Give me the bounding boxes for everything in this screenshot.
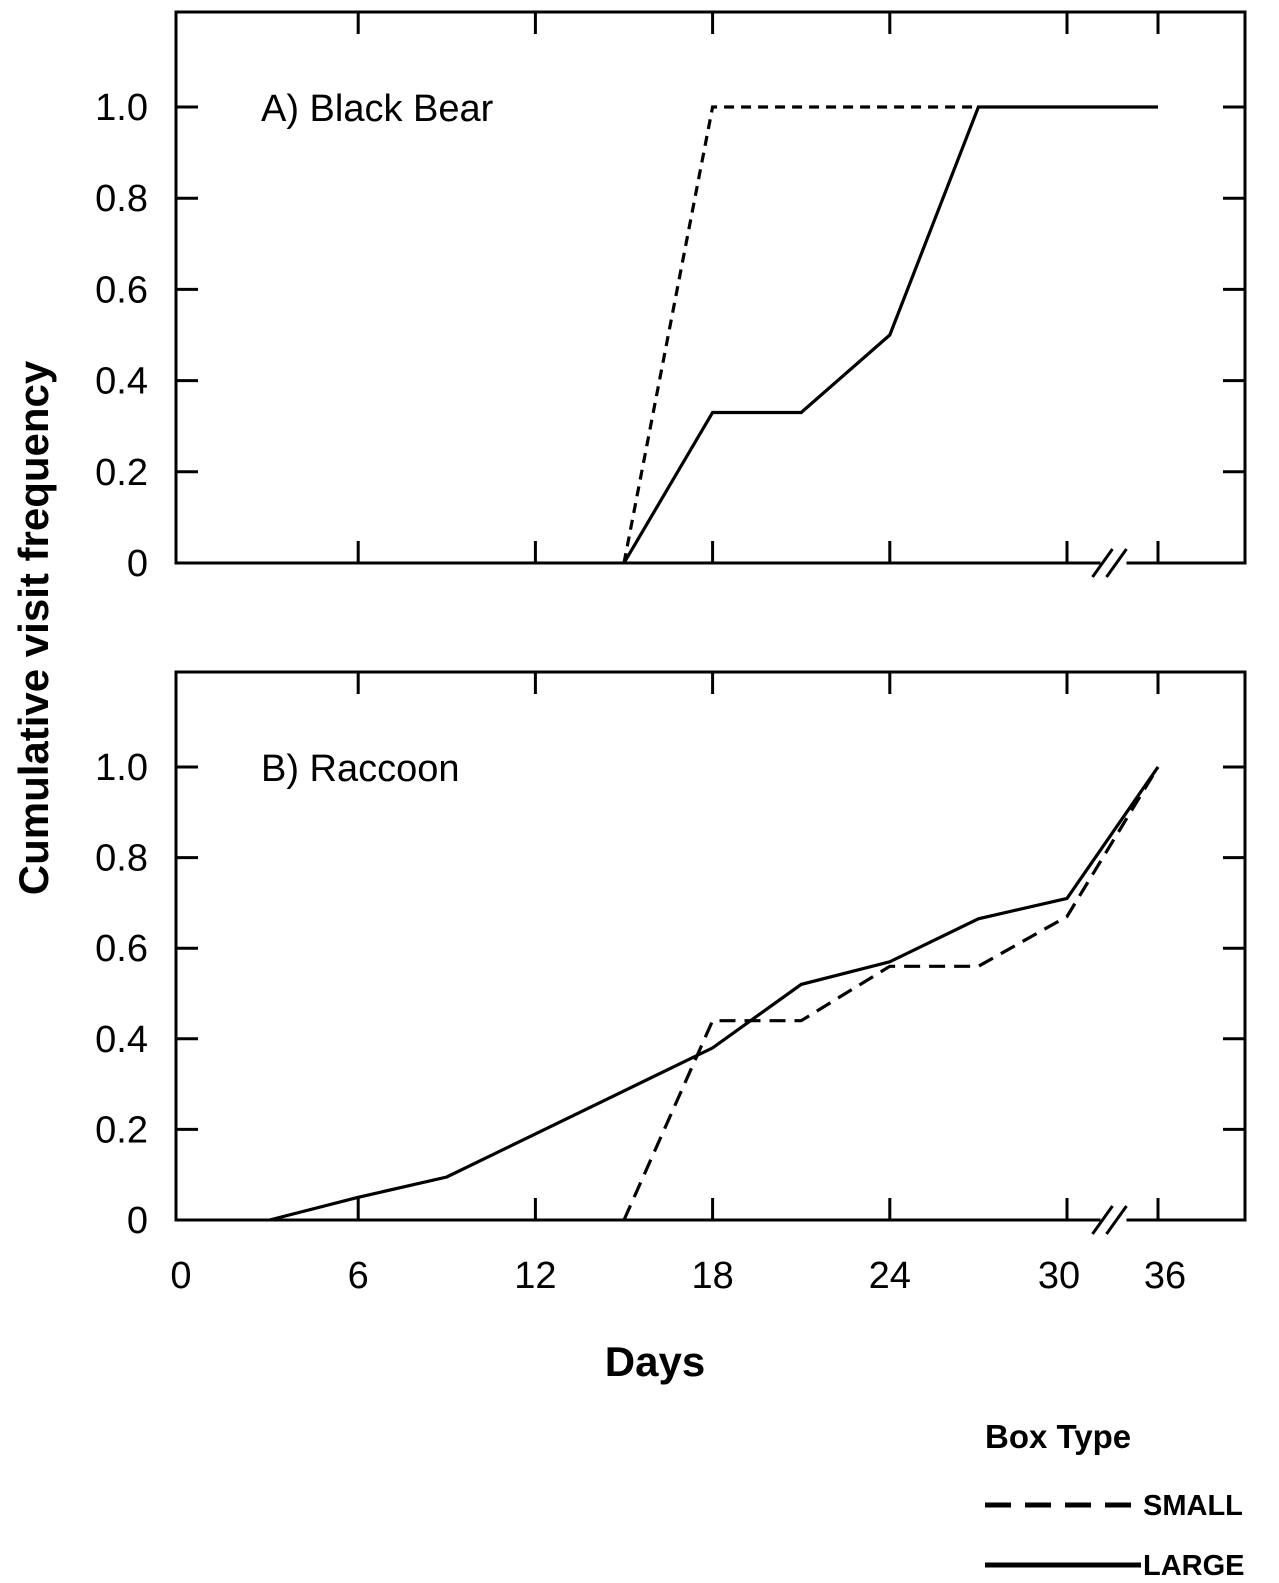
x-tick-label: 0 (170, 1255, 191, 1297)
y-tick-label: 0.8 (95, 178, 148, 220)
axis-break-mark (1105, 1205, 1128, 1235)
axis-break-mark (1091, 548, 1114, 578)
axis-break-mark (1091, 1205, 1114, 1235)
plot-frame (174, 670, 1247, 1222)
series-line-small (622, 766, 1160, 1221)
x-tick-label: 18 (691, 1255, 733, 1297)
panel-raccoon: 0 0.2 0.4 0.6 0.8 1.0 B) Raccoon (95, 670, 1247, 1242)
x-tick-label: 24 (869, 1255, 911, 1297)
x-axis-title: Days (605, 1338, 705, 1385)
legend-title: Box Type (985, 1418, 1131, 1455)
y-tick-label: 1.0 (95, 747, 148, 789)
y-tick-label: 0 (127, 1200, 148, 1242)
y-tick-label: 0.2 (95, 452, 148, 494)
x-tick-label: 12 (514, 1255, 556, 1297)
panel-black-bear: 0 0.2 0.4 0.6 0.8 1.0 A) Black Bear (95, 10, 1247, 585)
series-line-large (269, 766, 1160, 1222)
y-tick-label: 0.6 (95, 928, 148, 970)
y-tick-label: 0.6 (95, 269, 148, 311)
series-line-small (622, 105, 979, 564)
panel-label: A) Black Bear (261, 88, 494, 130)
legend: Box Type SMALL LARGE (985, 1418, 1245, 1582)
x-tick-label: 30 (1038, 1255, 1080, 1297)
x-tick-label: 36 (1144, 1255, 1186, 1297)
axis-break-mark (1105, 548, 1128, 578)
y-tick-label: 0.8 (95, 838, 148, 880)
y-tick-label: 0.4 (95, 361, 148, 403)
panel-label: B) Raccoon (261, 748, 460, 790)
x-tick-label: 6 (348, 1255, 369, 1297)
plot-frame (174, 10, 1247, 565)
y-axis-title: Cumulative visit frequency (10, 360, 57, 895)
legend-label-large: LARGE (1143, 1550, 1245, 1582)
series-line-large (622, 105, 1158, 564)
y-tick-label: 0 (127, 543, 148, 585)
x-tick-labels: 0 6 12 18 24 30 36 (170, 1255, 1186, 1297)
y-tick-label: 0.2 (95, 1109, 148, 1151)
y-tick-label: 0.4 (95, 1019, 148, 1061)
y-tick-label: 1.0 (95, 87, 148, 129)
legend-label-small: SMALL (1143, 1490, 1243, 1522)
